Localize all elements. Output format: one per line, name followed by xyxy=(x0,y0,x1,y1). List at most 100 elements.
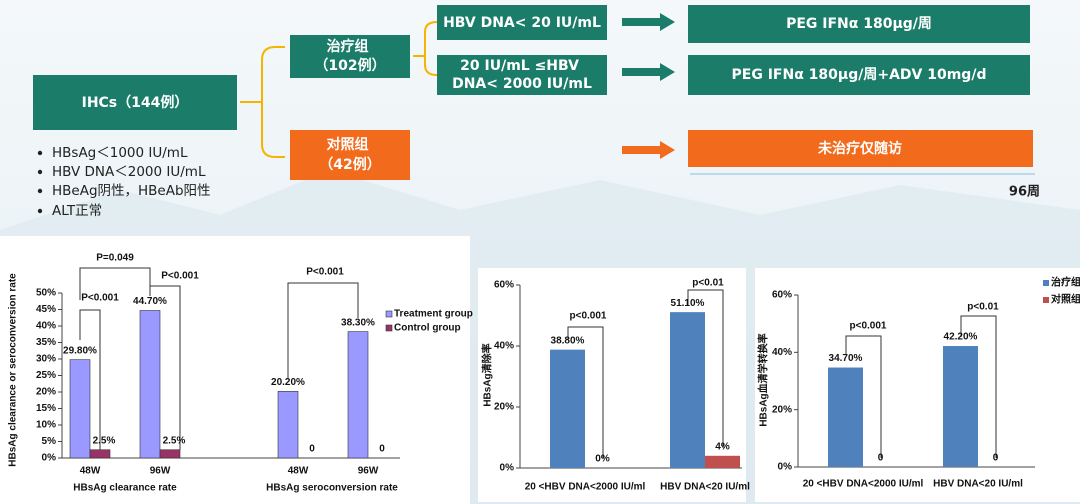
arrow xyxy=(622,63,675,81)
value-label: 44.70% xyxy=(133,296,167,307)
value-label: 0% xyxy=(595,454,610,465)
bracket xyxy=(687,289,724,448)
bullet xyxy=(37,150,43,156)
legend-swatch xyxy=(385,310,393,318)
legend-label: Treatment group xyxy=(394,309,473,320)
line: （42例） xyxy=(319,156,380,173)
value-label: 2.5% xyxy=(163,435,186,446)
bracket xyxy=(79,267,151,300)
value-label: 20.20% xyxy=(271,377,305,388)
regimen-label: PEG IFNα 180μg/周+ADV 10mg/d xyxy=(732,67,987,83)
y-tick-label: 40% xyxy=(494,341,514,352)
line: 对照组 xyxy=(327,136,369,153)
timeline-end: 96周 xyxy=(1009,185,1040,200)
value-label: 38.30% xyxy=(341,317,375,328)
bracket xyxy=(240,46,285,158)
legend-label: Control group xyxy=(394,323,461,334)
bracket xyxy=(960,315,997,458)
value-label: 0 xyxy=(878,453,884,464)
value-label: 4% xyxy=(715,441,730,452)
annotation: p<0.001 xyxy=(570,311,607,322)
value-label: 2.5% xyxy=(93,435,116,446)
line: 治疗组 xyxy=(327,38,369,55)
bullet xyxy=(37,169,43,175)
subgroup-box xyxy=(437,55,607,95)
bullet xyxy=(37,188,43,194)
bar xyxy=(139,310,161,459)
y-tick-label: 25% xyxy=(36,370,56,381)
y-axis-label: HBsAg clearance or seroconversion rate xyxy=(8,273,19,467)
x-tick-label: 48W xyxy=(288,466,309,477)
annotation: p<0.01 xyxy=(692,278,724,289)
y-tick-label: 20% xyxy=(494,402,514,413)
value-label: 42.20% xyxy=(944,332,978,343)
bar xyxy=(670,312,705,468)
line: （102例） xyxy=(314,57,385,74)
bar xyxy=(347,331,369,459)
x-tick-label: 48W xyxy=(80,466,101,477)
bar xyxy=(550,349,585,468)
bracket xyxy=(845,335,882,458)
root-label: IHCs（144例） xyxy=(82,94,189,111)
y-tick-label: 45% xyxy=(36,304,56,315)
annotation: P=0.049 xyxy=(96,253,134,264)
bar xyxy=(828,367,863,467)
chart-panel xyxy=(755,268,1080,502)
criterion: ALT正常 xyxy=(52,203,102,219)
line: 20 IU/mL ≤HBV xyxy=(460,58,579,74)
bracket xyxy=(287,282,359,378)
control-box xyxy=(290,130,410,180)
bar xyxy=(943,346,978,467)
value-label: 38.80% xyxy=(551,335,585,346)
bar xyxy=(89,449,111,459)
legend-label: 治疗组 xyxy=(1051,276,1080,289)
legend-swatch xyxy=(1043,280,1049,286)
annotation: P<0.001 xyxy=(81,293,119,304)
x-tick-label: 96W xyxy=(358,466,379,477)
y-tick-label: 40% xyxy=(36,321,56,332)
line: DNA< 2000 IU/mL xyxy=(452,76,592,92)
subgroup-label: HBV DNA< 20 IU/mL xyxy=(443,15,601,31)
x-tick-label: 20 <HBV DNA<2000 IU/ml xyxy=(803,479,924,490)
bracket xyxy=(79,309,101,450)
arrow xyxy=(622,13,675,31)
y-tick-label: 5% xyxy=(42,436,57,447)
bar xyxy=(159,449,181,459)
y-tick-label: 40% xyxy=(772,347,792,358)
y-tick-label: 20% xyxy=(772,404,792,415)
annotation: p<0.01 xyxy=(967,302,999,313)
criterion: HBV DNA＜2000 IU/mL xyxy=(52,164,206,180)
y-tick-label: 35% xyxy=(36,337,56,348)
control-regimen-box xyxy=(688,130,1033,167)
y-tick-label: 0% xyxy=(778,462,793,473)
x-tick-label: HBV DNA<20 IU/ml xyxy=(933,479,1023,490)
y-tick-label: 0% xyxy=(500,463,515,474)
y-tick-label: 20% xyxy=(36,387,56,398)
value-label: 34.70% xyxy=(829,353,863,364)
annotation: P<0.001 xyxy=(161,271,199,282)
criterion: HBsAg＜1000 IU/mL xyxy=(52,145,188,161)
subgroup-box xyxy=(437,5,607,40)
regimen-box xyxy=(688,5,1030,43)
y-tick-label: 10% xyxy=(36,420,56,431)
y-tick-label: 30% xyxy=(36,354,56,365)
y-tick-label: 60% xyxy=(494,280,514,291)
y-tick-label: 50% xyxy=(36,288,56,299)
y-axis-label: HBsAg血清学转换率 xyxy=(757,333,770,426)
bracket xyxy=(567,326,604,458)
value-label: 0 xyxy=(309,444,315,455)
legend-label: 对照组 xyxy=(1051,293,1080,306)
bullet xyxy=(37,208,43,214)
legend-swatch xyxy=(1043,297,1049,303)
x-tick-label: 96W xyxy=(150,466,171,477)
value-label: 29.80% xyxy=(63,345,97,356)
treatment-label: 治疗组 （102例） xyxy=(314,38,385,74)
y-tick-label: 15% xyxy=(36,403,56,414)
control-regimen-label: 未治疗仅随访 xyxy=(818,140,902,157)
control-label: 对照组 （42例） xyxy=(319,136,380,173)
y-axis-label: HBsAg清除率 xyxy=(481,343,494,406)
value-label: 0 xyxy=(993,453,999,464)
subgroup-label: 20 IU/mL ≤HBV DNA< 2000 IU/mL xyxy=(452,58,592,92)
x-tick-label: HBV DNA<20 IU/ml xyxy=(660,482,750,493)
